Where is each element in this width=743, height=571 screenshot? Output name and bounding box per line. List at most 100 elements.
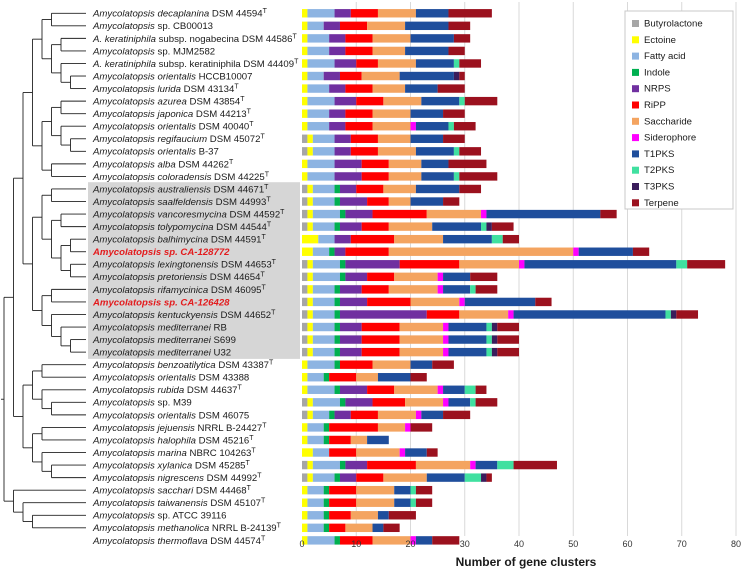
species-name: Amycolatopsis kentuckyensis — [92, 310, 218, 321]
strain-suffix: S699 — [211, 335, 236, 346]
clade-highlight — [88, 182, 300, 359]
species-name: Amycolatopsis rifamycinica — [92, 285, 208, 296]
legend-swatch — [632, 134, 639, 142]
bar-row-amycolatopsis-sp-m39 — [302, 398, 498, 407]
bar-segment-t1pks — [377, 373, 411, 382]
bar-segment-nrps — [339, 335, 362, 344]
bar-segment-ripp — [329, 485, 357, 495]
strain-suffix: DSM 44591 — [208, 235, 261, 246]
bar-segment-indole — [334, 536, 340, 545]
bar-segment-indole — [334, 197, 340, 206]
x-tick-label: 10 — [351, 539, 361, 549]
bar-segment-nrps — [339, 197, 368, 206]
strain-label: Amycolatopsis balhimycina DSM 44591T — [92, 234, 267, 246]
strain-label: Amycolatopsis orientalis HCCB10007 — [92, 71, 252, 82]
bar-segment-indole — [334, 335, 340, 344]
bar-segment-ripp — [345, 247, 389, 256]
bar-segment-t1pks — [443, 234, 492, 244]
species-name: Amycolatopsis methanolica — [92, 523, 209, 534]
bar-segment-t2pks — [453, 172, 460, 181]
bar-segment-nrps — [323, 21, 340, 31]
strain-label: Amycolatopsis benzoatilytica DSM 43387T — [92, 360, 274, 372]
bar-row-amycolatopsis-sp-atcc-39116 — [302, 511, 416, 520]
bar-segment-ectoine — [302, 122, 308, 131]
species-name: Amycolatopsis orientalis — [92, 373, 196, 384]
legend-swatch — [632, 85, 639, 93]
bar-row-amycolatopsis-decaplanina-dsm-44594 — [302, 9, 492, 18]
bar-segment-saccharide — [394, 385, 438, 394]
bar-row-amycolatopsis-orientalis-dsm-40040 — [302, 122, 476, 131]
bar-segment-terpene — [475, 285, 498, 294]
x-tick-label: 60 — [622, 539, 632, 549]
bar-segment-ectoine — [302, 536, 308, 545]
strain-label: Amycolatopsis mediterranei S699 — [92, 335, 236, 346]
species-name: Amycolatopsis pretoriensis — [92, 272, 207, 283]
bar-segment-t1pks — [377, 511, 389, 520]
bar-row-amycolatopsis-coloradensis-dsm-44225 — [302, 172, 498, 181]
bar-segment-t2pks — [410, 498, 416, 507]
strain-suffix: subsp. keratiniphila DSM 44409 — [156, 59, 294, 70]
bar-segment-t1pks — [421, 172, 454, 181]
bar-segment-saccharide — [399, 322, 444, 332]
bar-segment-ectoine — [307, 197, 313, 206]
type-strain-mark: T — [269, 360, 274, 367]
bar-segment-t1pks — [421, 159, 449, 169]
species-name: Amycolatopsis lexingtonensis — [92, 260, 219, 271]
bar-segment-butyrolactone — [302, 272, 308, 282]
strain-suffix: DSM 45216 — [196, 435, 249, 446]
bar-segment-ripp — [367, 197, 389, 206]
bar-segment-indole — [334, 347, 340, 357]
x-tick-label: 50 — [568, 539, 578, 549]
strain-label: Amycolatopsis kentuckyensis DSM 44652T — [92, 309, 276, 321]
strain-suffix: subsp. nogabecina DSM 44586 — [156, 34, 293, 45]
bar-segment-terpene — [410, 373, 427, 382]
bar-row-amycolatopsis-halophila-dsm-45216 — [302, 435, 389, 445]
bar-segment-t1pks — [394, 498, 411, 507]
bar-segment-siderophore — [573, 247, 579, 256]
bar-segment-terpene — [464, 96, 498, 106]
bar-segment-ripp — [350, 234, 395, 244]
strain-suffix: DSM 44213 — [193, 109, 246, 120]
species-name: Amycolatopsis japonica — [92, 109, 193, 120]
bar-segment-t1pks — [448, 335, 487, 344]
type-strain-mark: T — [240, 96, 245, 103]
bar-segment-ripp — [350, 147, 378, 156]
bar-segment-terpene — [448, 21, 471, 31]
bar-segment-t1pks — [410, 34, 454, 43]
bar-segment-fatty-acid — [307, 159, 335, 169]
clade-box — [88, 182, 300, 359]
bar-segment-ectoine — [307, 310, 313, 319]
bar-segment-butyrolactone — [302, 134, 308, 143]
bar-segment-ectoine — [307, 410, 313, 420]
strain-label: Amycolatopsis sp. CA-126428 — [92, 297, 230, 308]
species-name: Amycolatopsis benzoatilytica — [92, 360, 216, 371]
bar-row-amycolatopsis-mediterranei-u32 — [302, 347, 519, 357]
type-strain-mark: T — [234, 83, 239, 90]
bar-segment-terpene — [632, 247, 650, 256]
bar-segment-saccharide — [399, 335, 444, 344]
strain-label: Amycolatopsis sacchari DSM 44468T — [92, 485, 252, 497]
bar-segment-indole — [334, 385, 340, 394]
legend-label: NRPS — [644, 84, 671, 95]
strain-label: A. keratiniphila subsp. keratiniphila DS… — [92, 58, 299, 70]
legend-swatch — [632, 20, 639, 27]
bar-segment-saccharide — [372, 46, 406, 56]
species-name: Amycolatopsis coloradensis — [92, 172, 212, 183]
type-strain-mark: T — [266, 196, 271, 203]
strain-label: Amycolatopsis decaplanina DSM 44594T — [92, 8, 268, 20]
bar-segment-siderophore — [519, 260, 525, 269]
type-strain-mark: T — [263, 8, 268, 15]
bar-segment-fatty-acid — [307, 435, 324, 445]
bar-segment-terpene — [415, 485, 433, 495]
bar-segment-ectoine — [302, 46, 308, 56]
bar-segment-indole — [323, 435, 330, 445]
legend-box — [624, 10, 734, 210]
bar-segment-fatty-acid — [307, 423, 324, 432]
legend-item-ripp: RiPP — [632, 100, 666, 111]
bar-segment-fatty-acid — [312, 134, 335, 143]
strain-label: Amycolatopsis jejuensis NRRL B-24427T — [92, 422, 267, 434]
bar-segment-indole — [339, 260, 346, 269]
bar-row-amycolatopsis-azurea-dsm-43854 — [302, 96, 498, 106]
bar-segment-saccharide — [372, 122, 411, 131]
bar-segment-fatty-acid — [312, 398, 340, 407]
